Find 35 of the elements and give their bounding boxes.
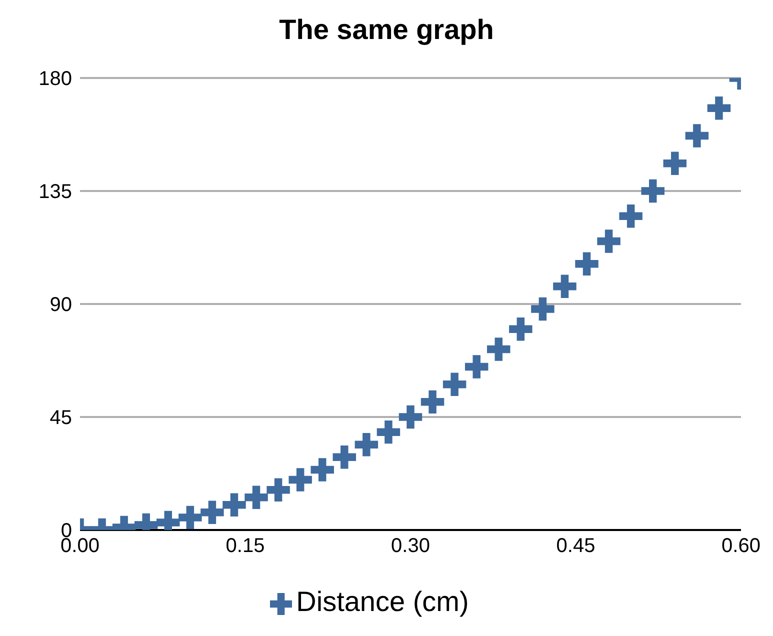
point <box>685 124 709 148</box>
point <box>641 179 664 203</box>
point <box>200 500 224 524</box>
y-tick-label: 45 <box>50 407 72 430</box>
point <box>464 355 488 378</box>
point <box>266 478 290 502</box>
y-tick-label: 180 <box>38 68 72 90</box>
x-tick-label: 0.45 <box>556 535 596 558</box>
point <box>310 458 334 482</box>
x-tick-label: 0.30 <box>391 535 430 558</box>
point <box>244 486 268 509</box>
point <box>178 506 202 530</box>
point <box>398 405 422 429</box>
point <box>575 252 598 276</box>
chart-title: The same graph <box>278 13 495 47</box>
point <box>354 433 378 456</box>
point <box>597 230 620 253</box>
point <box>222 493 246 517</box>
legend-label: Distance (cm) <box>296 586 469 617</box>
point <box>442 372 466 396</box>
point <box>553 274 576 298</box>
x-tick-label: 0.15 <box>226 535 265 558</box>
point <box>509 317 532 341</box>
y-tick-label: 90 <box>50 294 72 316</box>
point <box>707 96 731 120</box>
point <box>420 390 444 414</box>
y-tick-label: 135 <box>38 181 72 204</box>
point <box>376 420 400 444</box>
point <box>288 468 312 492</box>
point <box>531 297 554 321</box>
x-tick-label: 0.60 <box>722 535 760 558</box>
point <box>487 338 510 361</box>
point <box>332 446 356 469</box>
point <box>663 152 687 175</box>
point <box>619 204 642 228</box>
